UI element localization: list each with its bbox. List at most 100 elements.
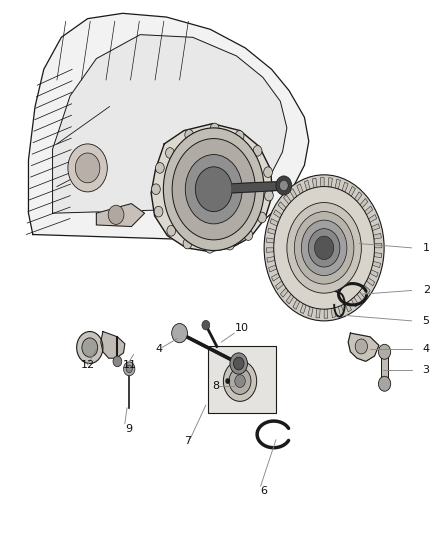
Circle shape (279, 180, 288, 191)
Circle shape (223, 361, 257, 401)
Bar (381, 352, 388, 384)
Text: 3: 3 (423, 366, 430, 375)
Circle shape (301, 220, 347, 276)
Polygon shape (266, 248, 274, 252)
Circle shape (233, 357, 244, 370)
Polygon shape (345, 302, 351, 312)
Polygon shape (290, 189, 297, 198)
Polygon shape (321, 177, 324, 187)
Circle shape (185, 155, 242, 224)
Polygon shape (267, 256, 275, 262)
Polygon shape (349, 187, 355, 196)
Text: 2: 2 (423, 286, 430, 295)
Circle shape (265, 190, 273, 201)
Circle shape (244, 230, 253, 240)
Polygon shape (308, 306, 313, 317)
Polygon shape (351, 297, 358, 307)
Circle shape (152, 184, 160, 195)
Polygon shape (151, 124, 272, 252)
Text: 8: 8 (212, 382, 219, 391)
Polygon shape (342, 182, 348, 192)
Text: 4: 4 (423, 344, 430, 354)
Circle shape (124, 362, 135, 376)
Polygon shape (270, 219, 278, 226)
Circle shape (108, 205, 124, 224)
Polygon shape (370, 270, 378, 277)
Polygon shape (283, 195, 291, 204)
Circle shape (276, 176, 292, 195)
Polygon shape (304, 180, 310, 190)
Circle shape (314, 236, 334, 260)
Polygon shape (335, 179, 340, 189)
Circle shape (113, 356, 122, 367)
Text: 12: 12 (81, 360, 95, 370)
Polygon shape (348, 333, 379, 361)
Bar (208, 346, 276, 413)
Circle shape (77, 332, 103, 364)
Polygon shape (272, 273, 280, 281)
Polygon shape (360, 198, 368, 208)
Polygon shape (312, 178, 317, 188)
Polygon shape (368, 215, 377, 222)
Circle shape (226, 239, 234, 250)
Circle shape (378, 376, 391, 391)
Circle shape (308, 229, 340, 267)
Polygon shape (374, 253, 382, 258)
Polygon shape (280, 288, 288, 297)
Circle shape (167, 225, 176, 236)
Circle shape (68, 144, 107, 192)
Polygon shape (324, 309, 328, 318)
Circle shape (355, 339, 367, 354)
Circle shape (230, 353, 247, 374)
Circle shape (253, 146, 262, 156)
Circle shape (235, 375, 245, 387)
Polygon shape (278, 202, 286, 211)
Text: 1: 1 (423, 243, 430, 253)
Polygon shape (28, 13, 309, 241)
Polygon shape (274, 210, 282, 218)
Text: 5: 5 (423, 316, 430, 326)
Circle shape (82, 338, 98, 357)
Polygon shape (372, 261, 381, 268)
Polygon shape (316, 309, 320, 318)
Circle shape (258, 212, 266, 223)
Polygon shape (101, 332, 125, 358)
Circle shape (195, 167, 232, 212)
Circle shape (229, 368, 251, 394)
Polygon shape (371, 224, 380, 231)
Polygon shape (365, 206, 373, 215)
Polygon shape (293, 300, 300, 309)
Circle shape (126, 365, 132, 373)
Circle shape (185, 130, 194, 140)
Circle shape (163, 128, 264, 251)
Text: 9: 9 (125, 424, 132, 434)
Text: 10: 10 (234, 323, 248, 333)
Polygon shape (367, 278, 374, 286)
Polygon shape (297, 184, 303, 194)
Polygon shape (338, 305, 344, 316)
Polygon shape (300, 304, 306, 313)
Circle shape (155, 163, 164, 173)
Polygon shape (328, 177, 332, 187)
Circle shape (294, 212, 354, 284)
Polygon shape (276, 281, 283, 289)
Circle shape (235, 131, 244, 141)
Circle shape (210, 123, 219, 134)
Polygon shape (96, 204, 145, 227)
Circle shape (183, 238, 192, 249)
Circle shape (172, 324, 187, 343)
Polygon shape (355, 192, 362, 201)
Circle shape (202, 320, 210, 330)
Circle shape (264, 175, 384, 321)
Polygon shape (357, 292, 365, 301)
Circle shape (154, 206, 163, 217)
Circle shape (75, 153, 100, 183)
Polygon shape (362, 285, 370, 294)
Polygon shape (331, 308, 336, 318)
Polygon shape (268, 228, 276, 235)
Polygon shape (374, 244, 382, 248)
Polygon shape (53, 35, 287, 213)
Polygon shape (232, 181, 285, 193)
Circle shape (226, 378, 230, 384)
Circle shape (205, 243, 214, 253)
